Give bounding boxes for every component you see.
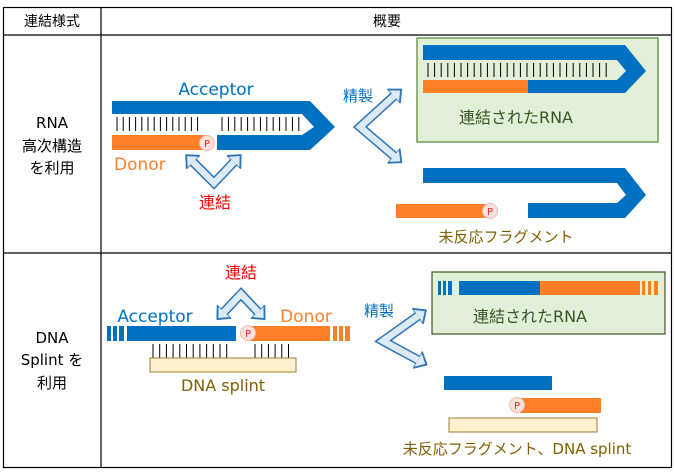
ligation-arrow-icon [185, 154, 242, 190]
base-pair-ticks [116, 117, 300, 131]
table-border [2, 6, 673, 469]
ligation-label: 連結 [199, 193, 231, 212]
unreacted-donor [396, 204, 490, 218]
acceptor-hairpin [112, 101, 335, 150]
purification-label: 精製 [364, 302, 394, 320]
purification-label: 精製 [343, 87, 373, 105]
method-label-line: Splint を [21, 351, 84, 369]
row1-diagram: P Acceptor Donor 連結 精製 連結されたRNA P 未反応フラグ… [112, 37, 659, 246]
unreacted-label: 未反応フラグメント [438, 228, 573, 246]
purification-arrow-icon [374, 307, 428, 369]
row2-diagram: 連結 Acceptor Donor P DNA splint 精製 連結されたR… [107, 263, 666, 458]
donor-strand [250, 326, 350, 341]
method-label-line: DNA [35, 329, 69, 347]
ligation-arrow-icon [216, 287, 266, 320]
method-label-line: 利用 [37, 374, 67, 392]
acceptor-label: Acceptor [178, 80, 253, 100]
base-pair-ticks [427, 63, 607, 77]
unreacted-label: 未反応フラグメント、DNA splint [403, 440, 632, 458]
donor-strand [112, 135, 205, 150]
donor-label: Donor [114, 155, 166, 175]
purification-arrow-icon [352, 88, 403, 164]
acceptor-label: Acceptor [117, 307, 192, 327]
method-label-line: を利用 [29, 159, 74, 177]
phosphate-icon: P [509, 397, 525, 413]
dna-splint [149, 357, 297, 373]
base-pair-ticks [152, 344, 289, 358]
header-method: 連結様式 [24, 14, 80, 30]
ligated-hairpin [423, 45, 646, 93]
svg-text:P: P [204, 139, 210, 150]
phosphate-icon: P [240, 325, 256, 341]
acceptor-strand [107, 326, 236, 341]
donor-label: Donor [280, 307, 332, 327]
ligation-label: 連結 [225, 263, 257, 282]
ligated-donor-segment [423, 80, 528, 93]
ligated-rna-label: 連結されたRNA [473, 307, 587, 326]
phosphate-icon: P [199, 135, 215, 151]
table-grid [2, 6, 673, 469]
svg-text:P: P [487, 207, 493, 218]
svg-text:P: P [245, 329, 251, 340]
svg-text:P: P [514, 401, 520, 412]
method-label-line: RNA [36, 114, 69, 132]
ligated-rna-label: 連結されたRNA [459, 108, 573, 127]
unreacted-acceptor [423, 168, 646, 218]
unreacted-dna-splint [448, 417, 598, 433]
phosphate-icon: P [482, 203, 498, 219]
dna-splint-label: DNA splint [181, 376, 265, 395]
unreacted-acceptor [444, 376, 552, 390]
method-label-line: 高次構造 [22, 137, 82, 155]
ligated-strand [438, 281, 658, 295]
unreacted-donor [520, 398, 601, 413]
header-overview: 概要 [373, 14, 401, 30]
